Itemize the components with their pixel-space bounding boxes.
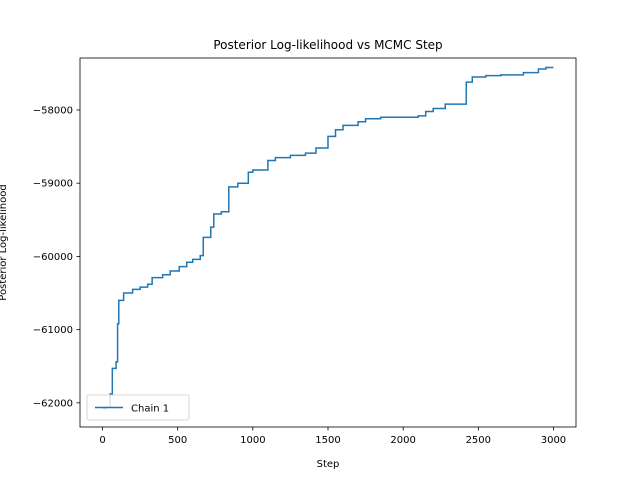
y-tick-label: −61000 <box>33 325 73 336</box>
x-axis-ticks: 0 500 1000 1500 2000 2500 3000 <box>99 427 566 446</box>
plot-area <box>79 57 577 428</box>
y-tick-label: −58000 <box>33 105 73 116</box>
y-tick-label: −59000 <box>33 179 73 190</box>
y-tick-label: −60000 <box>33 252 73 263</box>
legend: Chain 1 <box>86 394 190 421</box>
axes-background <box>80 58 576 427</box>
x-tick-label: 2000 <box>390 435 415 446</box>
legend-label-chain-1: Chain 1 <box>131 404 169 415</box>
y-axis-label: Posterior Log-likelihood <box>0 184 9 300</box>
x-tick-label: 500 <box>168 435 187 446</box>
y-tick-label: −62000 <box>33 398 73 409</box>
chart-title: Posterior Log-likelihood vs MCMC Step <box>213 38 442 52</box>
x-tick-label: 1000 <box>240 435 265 446</box>
x-tick-label: 1500 <box>315 435 340 446</box>
legend-frame <box>86 394 190 421</box>
x-tick-label: 2500 <box>466 435 491 446</box>
series-line-chain-1 <box>102 66 554 410</box>
x-tick-label: 3000 <box>541 435 566 446</box>
x-tick-label: 0 <box>99 435 105 446</box>
y-axis-ticks: −62000 −61000 −60000 −59000 −58000 <box>33 105 80 409</box>
x-axis-label: Step <box>317 459 340 470</box>
